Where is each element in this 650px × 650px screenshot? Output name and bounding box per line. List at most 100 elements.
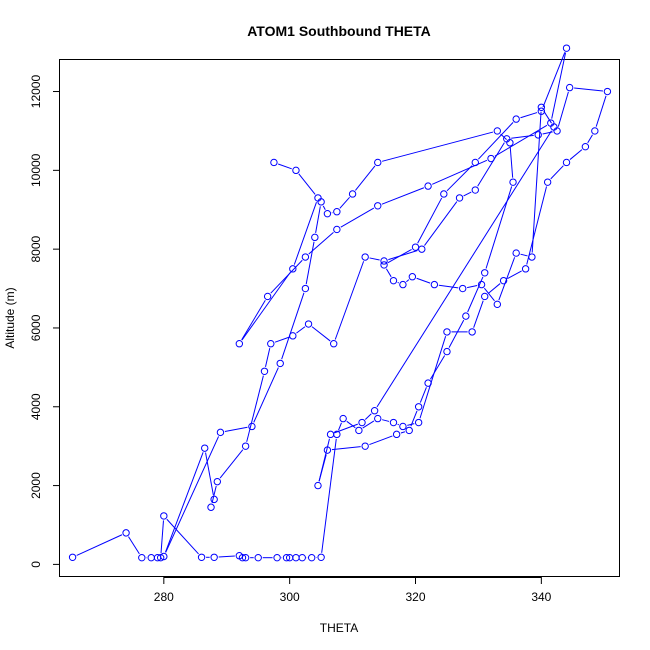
- data-point: [260, 367, 269, 376]
- data-point: [481, 269, 489, 277]
- chart-title: ATOM1 Southbound THETA: [247, 23, 431, 39]
- series-segment: [477, 142, 505, 187]
- series-segment: [466, 285, 478, 289]
- data-point: [537, 103, 546, 111]
- data-point: [160, 512, 168, 520]
- data-point: [562, 44, 571, 52]
- series-segment: [224, 426, 248, 433]
- data-point: [481, 292, 489, 301]
- data-point: [512, 115, 520, 123]
- data-point: [534, 131, 542, 139]
- data-point: [443, 347, 451, 356]
- data-point: [207, 503, 215, 511]
- series-segment: [381, 131, 494, 162]
- series-segment: [446, 165, 473, 192]
- data-point: [411, 243, 420, 251]
- data-point: [443, 328, 451, 336]
- data-point: [276, 359, 284, 368]
- data-point: [307, 553, 316, 562]
- data-point: [462, 312, 470, 320]
- data-point: [339, 414, 347, 423]
- series-segment: [400, 431, 406, 434]
- data-point: [389, 276, 398, 285]
- y-tick-label: 6000: [29, 314, 43, 341]
- series-segment: [246, 375, 264, 442]
- series-segment: [211, 485, 217, 504]
- data-point: [424, 182, 432, 190]
- data-point: [468, 328, 476, 336]
- data-point: [235, 340, 244, 348]
- data-point: [414, 403, 423, 411]
- data-point: [455, 194, 464, 202]
- series-segment: [164, 452, 204, 553]
- series-segment: [278, 163, 292, 170]
- data-point: [430, 280, 439, 289]
- data-point: [414, 418, 423, 427]
- series-segment: [265, 347, 271, 368]
- series-segment: [369, 257, 380, 261]
- data-point: [326, 430, 335, 439]
- data-point: [263, 292, 272, 301]
- data-point: [399, 422, 407, 431]
- series-segment: [296, 326, 306, 334]
- data-point: [440, 190, 448, 198]
- data-point: [389, 418, 398, 427]
- y-tick-label: 12000: [29, 75, 43, 109]
- series-segment: [311, 326, 331, 342]
- data-point: [147, 553, 155, 562]
- y-tick-label: 8000: [29, 235, 43, 262]
- series-segment: [160, 520, 164, 554]
- series-segment: [448, 319, 465, 348]
- series-segment: [417, 197, 443, 244]
- x-tick-label: 340: [531, 590, 551, 604]
- data-point: [311, 233, 319, 242]
- data-point: [547, 119, 555, 127]
- data-point: [292, 166, 300, 175]
- series-segment: [318, 438, 330, 482]
- data-point: [521, 265, 530, 273]
- data-point: [348, 190, 357, 198]
- data-point: [424, 379, 432, 387]
- data-point: [399, 280, 407, 289]
- series-segment: [467, 276, 484, 313]
- series-segment: [166, 518, 199, 555]
- series-segment: [595, 95, 607, 127]
- series-segment: [293, 201, 317, 265]
- series-segment: [219, 449, 244, 479]
- data-point: [301, 284, 310, 293]
- data-point: [374, 202, 382, 210]
- data-point: [241, 553, 250, 562]
- series-segment: [281, 292, 305, 360]
- y-tick-label: 0: [29, 561, 43, 568]
- series-segment: [520, 112, 538, 119]
- series-segment: [376, 130, 552, 408]
- data-point: [374, 158, 382, 167]
- series-segment: [473, 300, 484, 328]
- data-point: [591, 127, 599, 135]
- data-point: [298, 553, 306, 562]
- series-segment: [438, 284, 459, 289]
- series-segment: [587, 134, 593, 144]
- data-point: [581, 142, 590, 151]
- series-segment: [511, 134, 534, 139]
- data-point: [603, 87, 612, 96]
- series-segment: [574, 87, 603, 92]
- data-point: [506, 139, 514, 147]
- series-segment: [346, 420, 356, 429]
- data-point: [248, 422, 256, 431]
- data-point: [68, 553, 77, 561]
- data-point: [493, 127, 502, 135]
- series-segment: [416, 277, 431, 284]
- series-segment: [407, 423, 415, 426]
- series-segment: [419, 387, 427, 403]
- data-point: [408, 273, 417, 281]
- data-point: [537, 107, 546, 115]
- data-point: [361, 442, 369, 450]
- data-point: [238, 553, 247, 562]
- data-point: [197, 553, 206, 561]
- data-point: [358, 418, 366, 427]
- series-segment: [542, 52, 566, 108]
- series-segment: [507, 270, 522, 279]
- series-segment: [165, 436, 220, 553]
- series-segment: [340, 207, 375, 228]
